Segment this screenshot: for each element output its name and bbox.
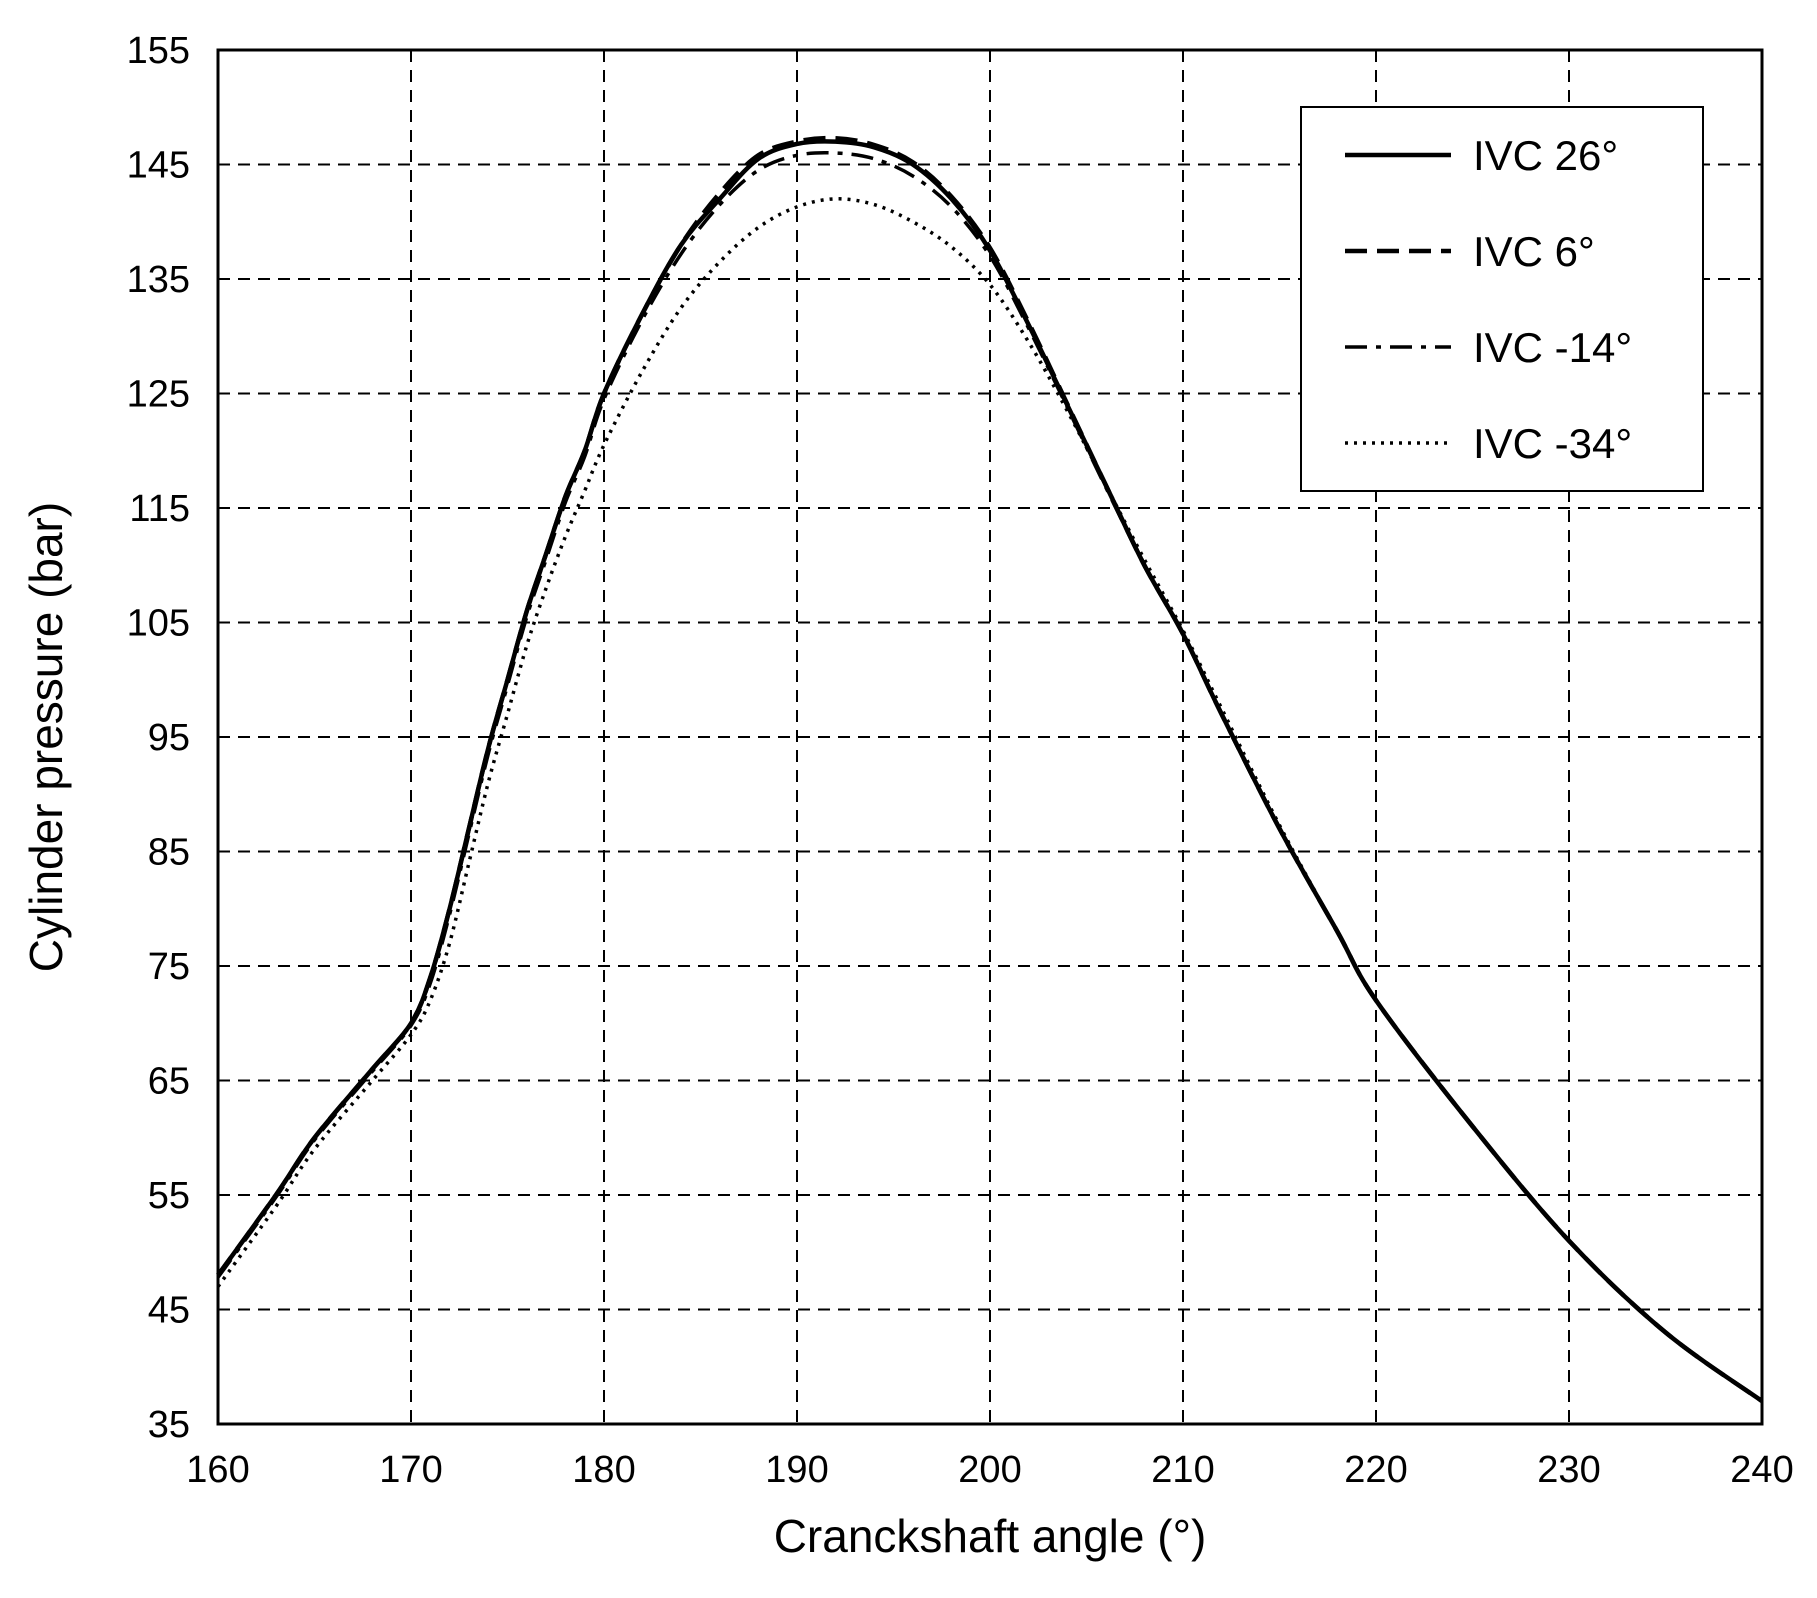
legend-label-2: IVC 6°	[1473, 228, 1595, 275]
legend-label-1: IVC 26°	[1473, 132, 1618, 179]
x-tick-label: 190	[765, 1449, 828, 1491]
x-tick-label: 160	[186, 1449, 249, 1491]
y-tick-label: 95	[148, 717, 190, 759]
y-tick-label: 125	[127, 374, 190, 416]
series-line-1	[216, 139, 1764, 1403]
y-tick-label: 115	[129, 488, 190, 530]
x-axis-title: Cranckshaft angle (°)	[774, 1510, 1207, 1562]
y-tick-label: 105	[127, 603, 190, 645]
x-tick-label: 170	[379, 1449, 442, 1491]
series-lines	[216, 135, 1764, 1403]
legend-box	[1300, 106, 1704, 492]
y-axis-title: Cylinder pressure (bar)	[20, 502, 72, 972]
y-tick-label: 145	[127, 145, 190, 187]
x-tick-label: 240	[1730, 1449, 1793, 1491]
legend-label-4: IVC -34°	[1473, 420, 1632, 467]
y-tick-label: 45	[148, 1290, 190, 1332]
legend: IVC 26° IVC 6° IVC -14° IVC -34°	[1300, 106, 1704, 492]
x-tick-label: 220	[1344, 1449, 1407, 1491]
x-tick-label: 210	[1151, 1449, 1214, 1491]
y-tick-label: 85	[148, 832, 190, 874]
y-tick-label: 155	[127, 30, 190, 72]
tick-labels: 160 170 180 190 200 210 220 230 240 35 45 55 65 75 85 9…	[127, 30, 1794, 1491]
y-tick-label: 135	[127, 259, 190, 301]
x-tick-label: 230	[1537, 1449, 1600, 1491]
y-tick-label: 35	[148, 1404, 190, 1446]
x-tick-label: 200	[958, 1449, 1021, 1491]
y-tick-label: 75	[148, 946, 190, 988]
legend-label-3: IVC -14°	[1473, 324, 1632, 371]
plot-frame	[216, 48, 1764, 1426]
y-tick-label: 55	[148, 1175, 190, 1217]
x-tick-label: 180	[572, 1449, 635, 1491]
y-tick-label: 65	[148, 1061, 190, 1103]
